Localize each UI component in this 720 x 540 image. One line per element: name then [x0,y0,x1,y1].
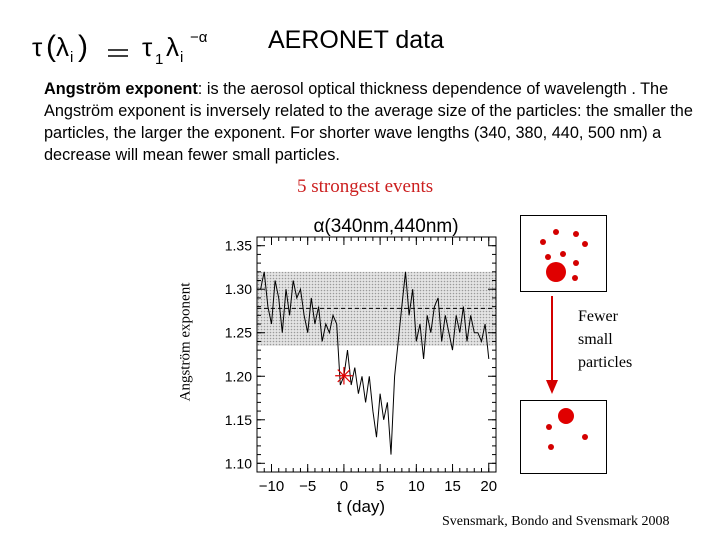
y-tick-label: 1.30 [225,281,252,297]
formula-exponent: −α [190,29,208,46]
series-line [260,271,490,455]
description-text: : is the aerosol optical thickness depen… [44,80,693,164]
formula-lambda: λ [56,32,69,62]
y-tick-label: 1.35 [225,238,252,254]
particle-dot [572,275,578,281]
formula-sub-i-2: i [180,49,183,66]
label-line: particles [578,354,633,371]
events-label: 5 strongest events [297,176,434,197]
plot-layer: 1.10 1.15 1.20 1.25 1.30 1.35 −10 −5 0 5 10 15 20 ✳ [225,236,497,495]
formula: τ ( λ i ) τ 1 λ i −α [32,29,208,68]
y-tick-label: 1.10 [225,455,252,471]
down-arrow-icon [546,296,558,394]
large-particle [558,408,574,424]
label-line: small [578,331,613,348]
particle-dot [548,444,554,450]
x-tick-label: 0 [340,478,348,495]
particle-dot [573,260,579,266]
particle-dot [553,229,559,235]
formula-tau1: τ [142,32,153,62]
label-line: Fewer [578,308,618,325]
chart-x-label: t (day) [337,497,385,516]
slide-title: AERONET data [268,26,445,54]
particle-dot [545,254,551,260]
x-tick-label: −5 [299,478,316,495]
plot-frame [256,236,497,473]
chart-title: α(340nm,440nm) [313,216,458,237]
event-marker: ✳ [334,363,354,390]
y-tick-label: 1.20 [225,368,252,384]
particles-before-box [520,215,607,292]
x-tick-label: 10 [408,478,425,495]
particle-dot [546,424,552,430]
formula-rparen: ) [78,30,88,63]
particles-after [546,408,588,450]
x-tick-label: 15 [444,478,461,495]
fewer-small-particles-label: Fewer small particles [578,305,632,374]
chart-y-label: Angström exponent [177,282,194,402]
particle-dot [582,241,588,247]
y-tick-label: 1.25 [225,325,252,341]
formula-sub-1: 1 [155,51,163,68]
particle-dot [573,231,579,237]
particle-dot [582,434,588,440]
x-tick-label: 5 [376,478,384,495]
description-term: Angström exponent [44,80,198,98]
particle-dot [540,239,546,245]
formula-sub-i: i [70,49,73,66]
large-particle [546,262,566,282]
citation: Svensmark, Bondo and Svensmark 2008 [442,514,670,529]
x-tick-label: 20 [480,478,497,495]
particle-dot [560,251,566,257]
formula-lparen: ( [46,30,56,63]
y-tick-label: 1.15 [225,412,252,428]
angstrom-chart: α(340nm,440nm) 1.10 1.15 1.20 1.25 1.30 1.35 −… [225,216,497,516]
formula-tau: τ [32,32,43,62]
particles-before [540,229,588,282]
x-tick-label: −10 [259,478,284,495]
formula-lambda-i: λ [166,32,179,62]
particles-after-box [520,400,607,474]
description: Angström exponent: is the aerosol optica… [44,78,694,166]
